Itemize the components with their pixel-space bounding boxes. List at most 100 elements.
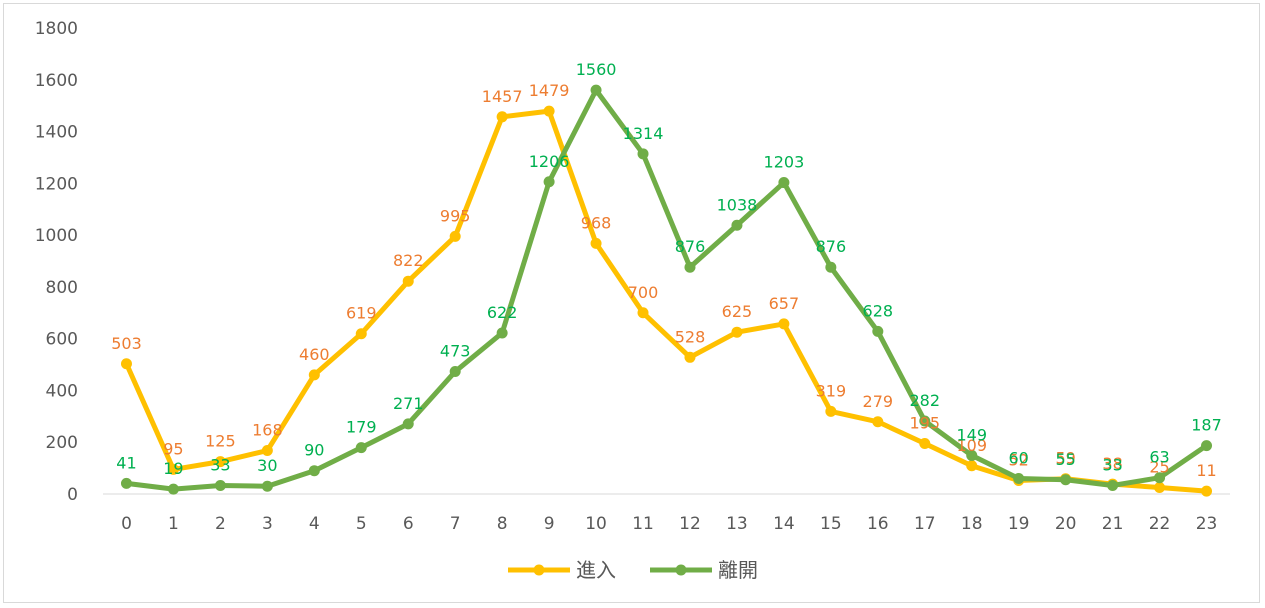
x-tick-label: 20	[1055, 514, 1077, 534]
y-tick-label: 1000	[35, 226, 78, 246]
data-point	[355, 442, 367, 454]
x-tick-label: 16	[867, 514, 889, 534]
data-label: 187	[1191, 416, 1222, 435]
data-label: 30	[257, 456, 277, 475]
data-label: 1203	[764, 153, 805, 172]
y-tick-label: 1400	[35, 123, 78, 143]
data-point	[872, 416, 884, 428]
y-tick-label: 200	[46, 433, 78, 453]
data-label: 528	[675, 327, 706, 346]
data-label: 33	[210, 455, 230, 474]
data-point	[355, 328, 367, 340]
data-label: 168	[252, 421, 283, 440]
data-point	[449, 230, 461, 242]
data-label: 968	[581, 213, 612, 232]
data-label: 1206	[529, 152, 570, 171]
data-label: 33	[1102, 455, 1122, 474]
data-label: 179	[346, 418, 377, 437]
data-point	[825, 405, 837, 417]
data-label: 279	[863, 392, 894, 411]
data-label: 19	[163, 459, 183, 478]
y-tick-label: 600	[46, 330, 78, 350]
legend-label-1: 離開	[718, 558, 758, 582]
data-label: 876	[816, 237, 847, 256]
y-tick-label: 400	[46, 381, 78, 401]
data-point	[1013, 472, 1025, 484]
data-point	[919, 415, 931, 427]
data-label: 271	[393, 394, 424, 413]
x-tick-label: 2	[215, 514, 226, 534]
data-point	[1060, 474, 1072, 486]
data-label: 55	[1055, 450, 1075, 469]
y-axis: 0 200 400 600 800 1000 1200 1400 1600 1800	[35, 19, 78, 505]
data-label: 622	[487, 303, 518, 322]
data-point	[402, 418, 414, 430]
data-label: 822	[393, 251, 424, 270]
data-label: 1560	[576, 60, 617, 79]
data-label: 628	[863, 301, 894, 320]
data-label: 52	[1009, 451, 1029, 470]
x-tick-label: 12	[679, 514, 701, 534]
data-label: 59	[1055, 449, 1075, 468]
x-tick-label: 7	[450, 514, 461, 534]
data-label: 473	[440, 342, 471, 361]
data-label: 1457	[482, 87, 523, 106]
data-label: 700	[628, 283, 659, 302]
data-label: 503	[111, 334, 142, 353]
x-tick-label: 23	[1196, 514, 1218, 534]
data-point	[778, 318, 790, 330]
data-point	[778, 177, 790, 189]
x-tick-label: 18	[961, 514, 983, 534]
y-tick-label: 0	[67, 485, 78, 505]
data-point	[590, 237, 602, 249]
data-point	[496, 111, 508, 123]
data-label: 1479	[529, 81, 570, 100]
data-label: 109	[956, 436, 987, 455]
data-label: 657	[769, 294, 800, 313]
data-point	[167, 463, 179, 475]
x-tick-label: 13	[726, 514, 748, 534]
data-label: 90	[304, 441, 324, 460]
data-point	[402, 275, 414, 287]
data-point	[120, 358, 132, 370]
data-point	[966, 449, 978, 461]
x-tick-label: 17	[914, 514, 936, 534]
data-point	[1154, 472, 1166, 484]
data-point	[1201, 440, 1213, 452]
data-label: 25	[1149, 458, 1169, 477]
data-point	[684, 351, 696, 363]
data-point	[308, 465, 320, 477]
x-tick-label: 21	[1102, 514, 1124, 534]
data-label: 460	[299, 345, 330, 364]
data-label: 41	[116, 453, 136, 472]
data-point	[261, 480, 273, 492]
y-tick-label: 1200	[35, 174, 78, 194]
data-point	[1201, 485, 1213, 497]
data-point	[543, 176, 555, 188]
data-point	[449, 366, 461, 378]
series-layer	[120, 84, 1213, 497]
data-label: 995	[440, 206, 471, 225]
data-point	[637, 148, 649, 160]
data-point	[590, 84, 602, 96]
chart-frame	[3, 3, 1260, 603]
x-tick-label: 8	[497, 514, 508, 534]
x-tick-label: 5	[356, 514, 367, 534]
data-label: 1314	[623, 124, 664, 143]
data-point	[1107, 479, 1119, 491]
data-label: 195	[909, 414, 940, 433]
data-label: 282	[909, 391, 940, 410]
data-label: 319	[816, 381, 847, 400]
data-label: 38	[1102, 454, 1122, 473]
data-point	[261, 445, 273, 457]
legend-marker-1	[675, 564, 687, 576]
data-point	[919, 438, 931, 450]
x-tick-label: 9	[544, 514, 555, 534]
x-tick-label: 0	[121, 514, 132, 534]
data-point	[214, 456, 226, 468]
x-axis: 0 1 2 3 4 5 6 7 8 9 10 11 12 13 14 15 16 17 18 19 20 21 22 23	[103, 493, 1230, 534]
x-tick-label: 19	[1008, 514, 1030, 534]
data-label: 625	[722, 302, 753, 321]
series-line-1	[123, 87, 1210, 492]
